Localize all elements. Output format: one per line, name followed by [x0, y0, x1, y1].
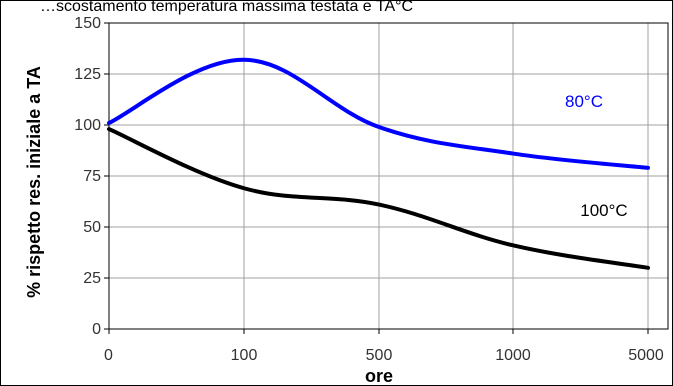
y-axis-title: % rispetto res. iniziale a TA [24, 66, 44, 298]
x-axis-title: ore [365, 366, 393, 386]
y-tick-label: 125 [74, 66, 101, 83]
y-tick-label: 50 [83, 219, 101, 236]
x-tick-label: 1000 [495, 347, 531, 364]
y-tick-label: 25 [83, 270, 101, 287]
series-lines [107, 57, 650, 270]
series-labels: 80°C 100°C [565, 92, 628, 220]
series-label-2: 100°C [580, 201, 627, 220]
x-tick-label: 0 [104, 347, 113, 364]
x-tick-label: 500 [366, 347, 393, 364]
y-tick-label: 0 [92, 321, 101, 338]
top-caption: …scostamento temperatura massima testata… [40, 0, 413, 15]
y-tick-label: 150 [74, 15, 101, 32]
x-axis: 0 100 500 1000 5000 [104, 329, 664, 364]
x-tick-label: 100 [231, 347, 258, 364]
y-tick-label: 100 [74, 117, 101, 134]
y-axis: 0 25 50 75 100 125 150 [74, 15, 109, 338]
x-tick-label: 5000 [628, 347, 664, 364]
y-tick-label: 75 [83, 168, 101, 185]
series-line-2 [107, 127, 650, 270]
series-label-1: 80°C [565, 92, 603, 111]
series-line-1 [107, 57, 650, 170]
